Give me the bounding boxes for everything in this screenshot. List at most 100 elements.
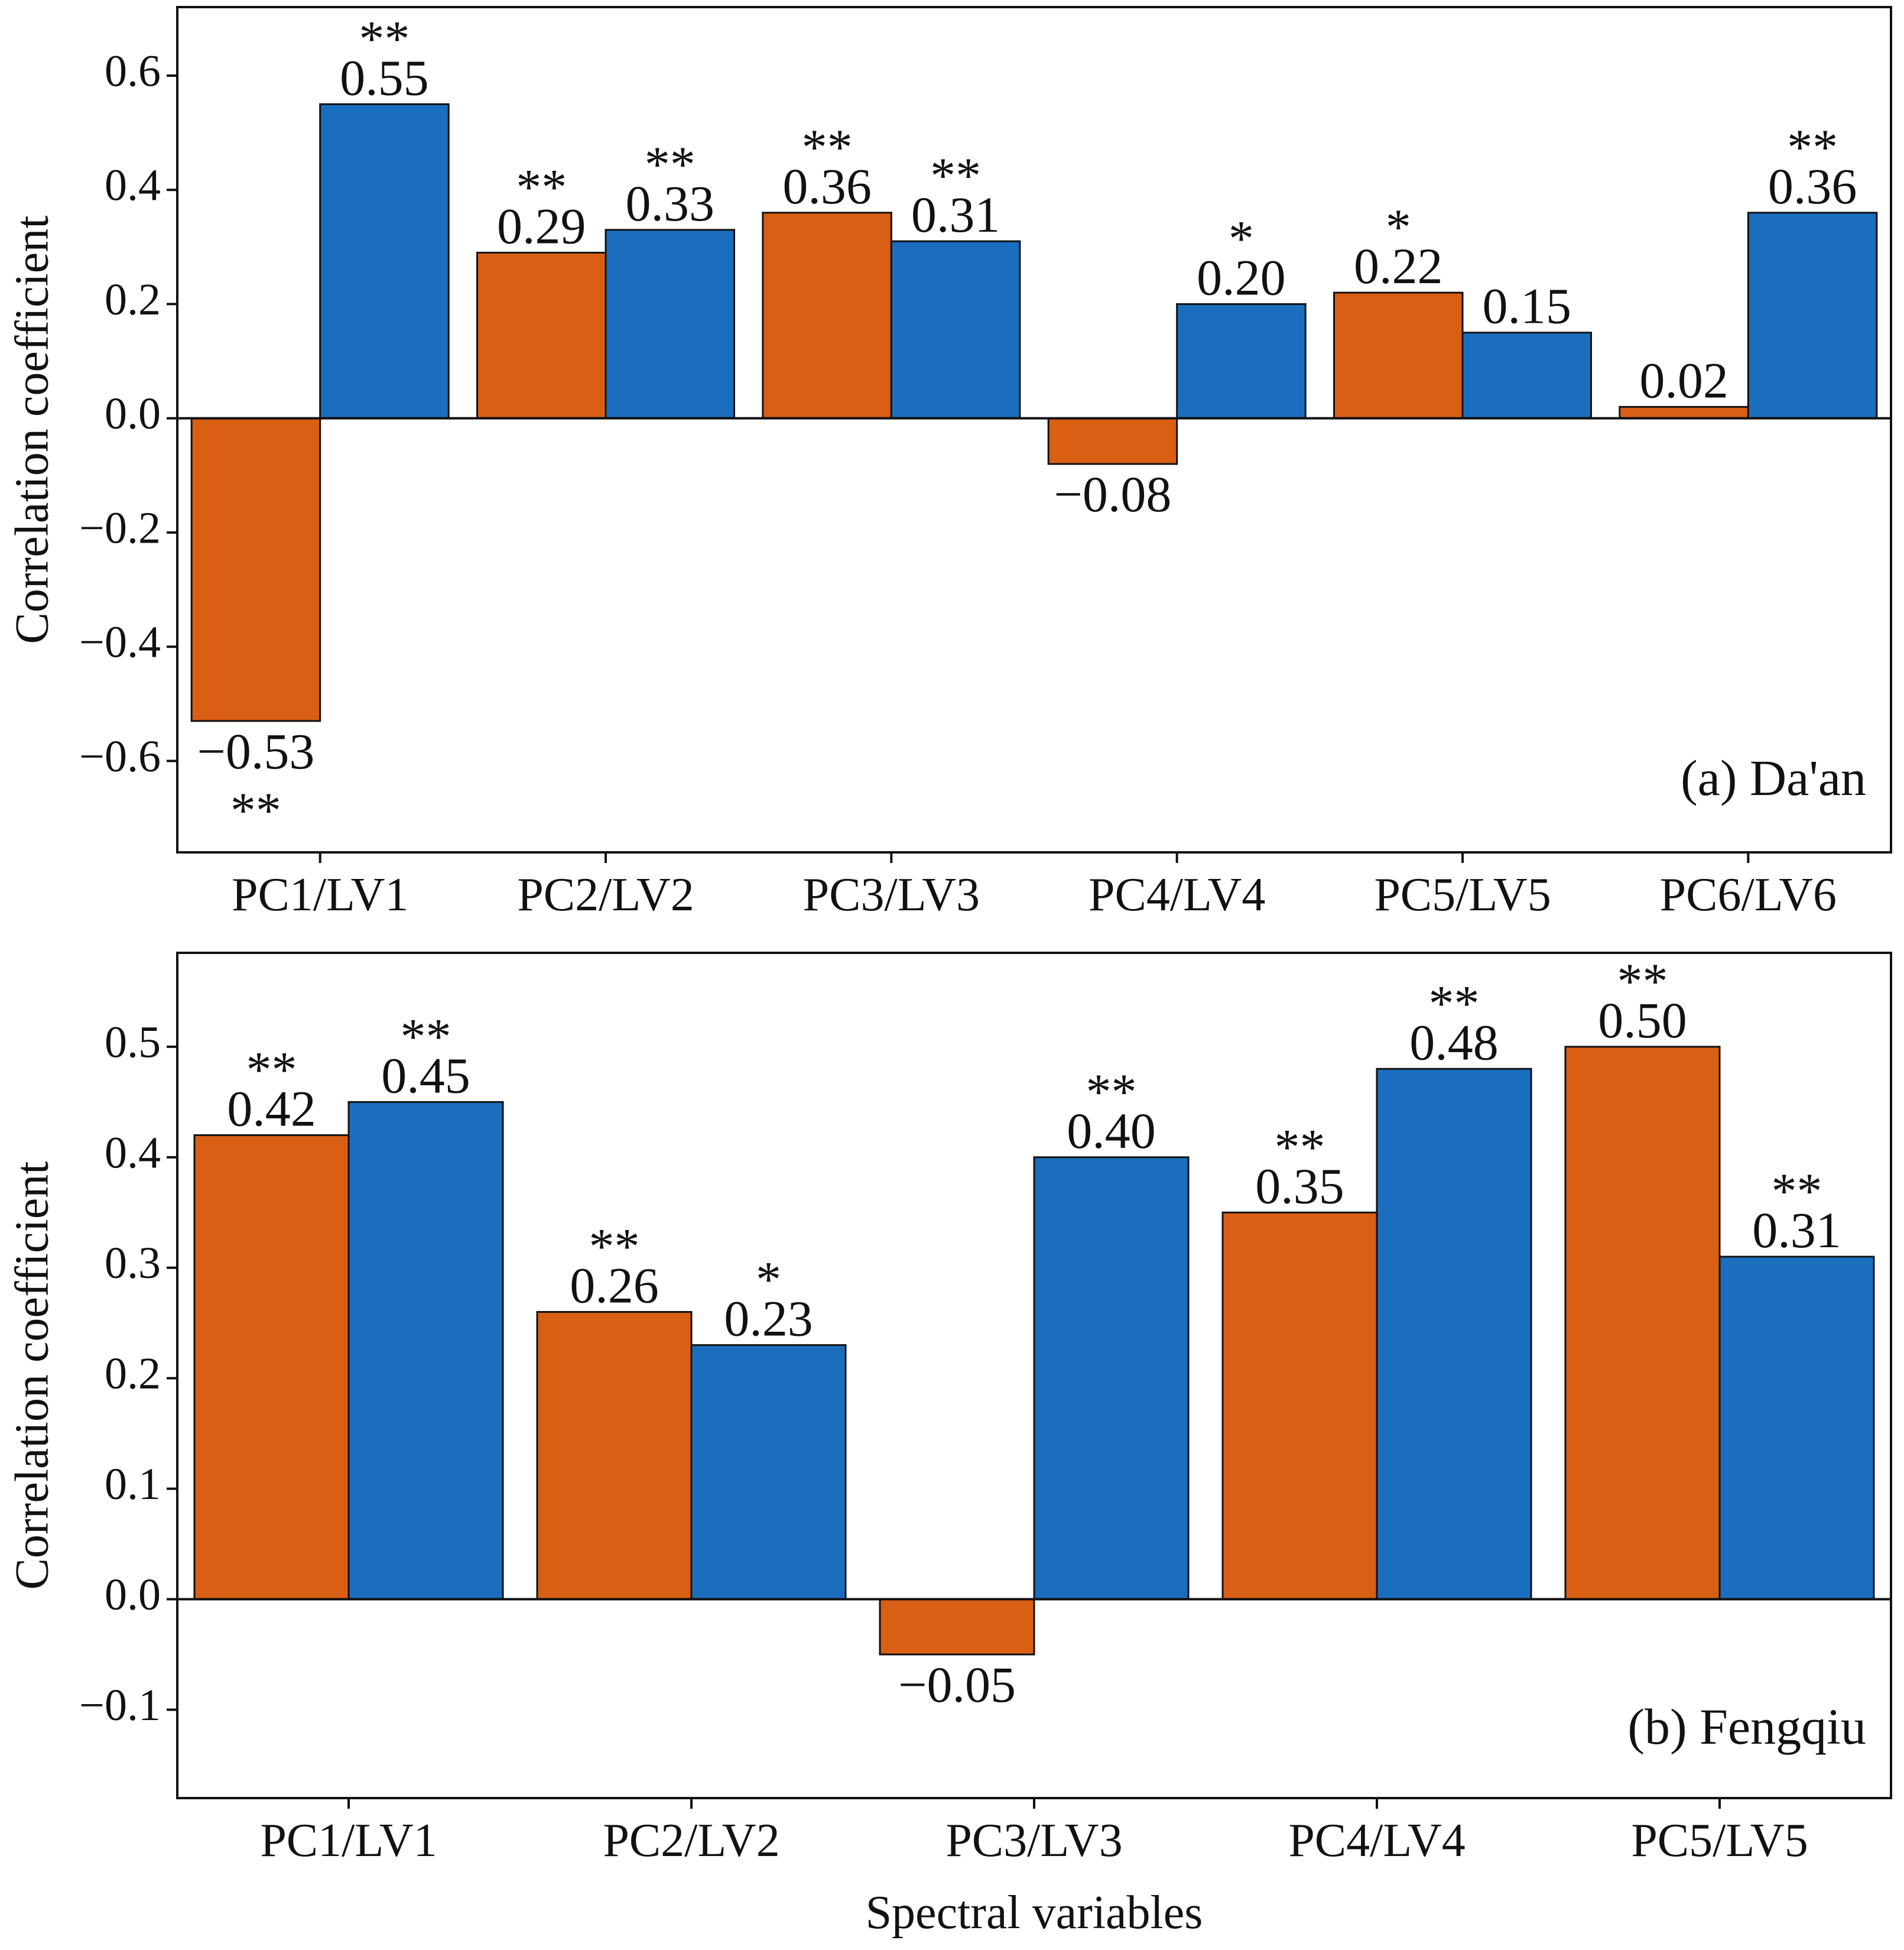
x-tick-label: PC1/LV1 — [260, 1815, 437, 1867]
data-label: 0.33 — [626, 175, 715, 232]
significance-marker: ** — [589, 1218, 640, 1275]
y-tick-label: 0.5 — [105, 1017, 161, 1067]
bar-lv-pc3-lv3 — [1033, 1156, 1190, 1601]
x-axis-labels-b: PC1/LV1 PC2/LV2 PC3/LV3 PC4/LV4 PC5/LV5 — [260, 1798, 1808, 1867]
x-axis-title: Spectral variables — [866, 1887, 1203, 1939]
bars-b — [177, 1046, 1891, 1656]
bar-lv-pc3-lv3 — [890, 240, 1021, 420]
x-tick-label: PC5/LV5 — [1374, 869, 1551, 921]
significance-marker: ** — [1275, 1118, 1325, 1175]
panel-a: Correlation coefficient (a) Da'an −0.6−0… — [6, 6, 1892, 921]
panel-label-b: (b) Fengqiu — [1627, 1698, 1866, 1755]
data-label: 0.40 — [1067, 1102, 1156, 1159]
data-label: 0.31 — [1752, 1202, 1841, 1258]
plot-frame-a — [176, 6, 1892, 854]
bar-pc-pc5-lv5 — [1564, 1046, 1721, 1601]
data-label: 0.31 — [911, 186, 1000, 243]
y-tick-label: 0.2 — [105, 1349, 161, 1399]
y-tick-label: 0.1 — [105, 1459, 161, 1509]
bar-pc-pc4-lv4 — [1221, 1211, 1378, 1601]
data-label: 0.26 — [570, 1257, 659, 1314]
significance-marker: * — [1386, 199, 1411, 255]
data-label: 0.45 — [381, 1047, 470, 1104]
x-tick-label: PC4/LV4 — [1089, 869, 1265, 921]
bar-pc-pc1-lv1 — [190, 417, 321, 722]
significance-marker: ** — [1787, 119, 1838, 176]
bar-pc-pc4-lv4 — [1047, 417, 1178, 465]
x-tick-label: PC3/LV3 — [945, 1815, 1122, 1867]
bar-lv-pc5-lv5 — [1718, 1255, 1875, 1601]
significance-marker: ** — [359, 10, 410, 67]
y-axis-ticks-b: −0.1 0.0 0.1 0.2 0.3 0.4 0.5 — [79, 1017, 177, 1730]
data-label: 0.23 — [724, 1290, 813, 1347]
y-axis-title-b: Correlation coefficient — [6, 1161, 58, 1590]
bar-pc-pc5-lv5 — [1333, 291, 1464, 420]
data-label: 0.48 — [1409, 1014, 1499, 1070]
y-tick-label: 0.3 — [105, 1238, 161, 1288]
significance-marker: ** — [930, 147, 981, 204]
y-tick-label: −0.4 — [79, 618, 161, 667]
x-tick-label: PC2/LV2 — [517, 869, 694, 921]
significance-marker: * — [756, 1251, 781, 1308]
x-axis-labels-a: PC1/LV1 PC2/LV2 PC3/LV3 PC4/LV4 PC5/LV5 PC6/L… — [232, 852, 1837, 921]
bar-lv-pc2-lv2 — [690, 1344, 847, 1601]
data-label: 0.29 — [497, 197, 586, 254]
y-tick-label: 0.0 — [105, 389, 161, 439]
bar-lv-pc1-lv1 — [347, 1101, 504, 1601]
significance-marker: ** — [1429, 975, 1480, 1031]
data-label: 0.22 — [1354, 238, 1443, 294]
y-tick-label: 0.2 — [105, 275, 161, 325]
significance-marker: * — [1229, 210, 1254, 267]
x-tick-label: PC2/LV2 — [603, 1815, 779, 1867]
significance-marker: ** — [401, 1008, 451, 1065]
bar-pc-pc3-lv3 — [879, 1598, 1035, 1656]
panel-b: Correlation coefficient (b) Fengqiu −0.1… — [6, 952, 1892, 1867]
bar-lv-pc4-lv4 — [1176, 303, 1307, 420]
y-tick-label: 0.6 — [105, 46, 161, 96]
y-tick-label: −0.2 — [79, 503, 161, 553]
significance-marker: ** — [516, 158, 567, 215]
bar-lv-pc4-lv4 — [1376, 1068, 1532, 1601]
data-label: 0.20 — [1197, 249, 1286, 306]
bar-lv-pc1-lv1 — [319, 103, 450, 420]
x-tick-label: PC4/LV4 — [1288, 1815, 1465, 1867]
data-label: 0.35 — [1255, 1157, 1344, 1214]
data-labels-b: 0.42**0.26**−0.050.35**0.50**0.45**0.23*… — [227, 953, 1841, 1713]
data-labels-a: −0.53**0.29** 0.36**−0.080.22*0.020.55**0… — [197, 10, 1857, 839]
data-label: 0.15 — [1483, 278, 1572, 335]
bars-a — [177, 103, 1891, 722]
y-tick-label: 0.4 — [105, 1128, 161, 1177]
significance-marker: ** — [246, 1041, 297, 1098]
data-label: −0.08 — [1054, 466, 1171, 523]
x-tick-label: PC1/LV1 — [232, 869, 408, 921]
data-label: 0.36 — [1768, 158, 1857, 215]
bar-lv-pc6-lv6 — [1747, 212, 1878, 420]
x-tick-label: PC6/LV6 — [1660, 869, 1837, 921]
data-label: 0.42 — [227, 1080, 316, 1137]
y-axis-ticks-a: −0.6 −0.4 −0.2 0.0 0.2 0.4 0.6 — [79, 46, 177, 781]
significance-marker: ** — [645, 136, 696, 193]
y-tick-label: −0.6 — [79, 732, 161, 781]
bar-pc-pc2-lv2 — [476, 251, 607, 420]
y-tick-label: 0.4 — [105, 161, 161, 210]
panel-label-a: (a) Da'an — [1681, 749, 1866, 806]
bar-lv-pc2-lv2 — [605, 229, 735, 420]
significance-marker: ** — [1617, 953, 1668, 1010]
x-tick-label: PC3/LV3 — [803, 869, 980, 921]
y-tick-label: 0.0 — [105, 1570, 161, 1620]
significance-marker: ** — [1086, 1063, 1137, 1120]
bar-pc-pc2-lv2 — [536, 1311, 693, 1601]
y-axis-title-a: Correlation coefficient — [6, 216, 58, 644]
bar-pc-pc1-lv1 — [193, 1134, 350, 1601]
x-tick-label: PC5/LV5 — [1631, 1815, 1808, 1867]
data-label: −0.05 — [898, 1656, 1016, 1713]
data-label: 0.36 — [782, 158, 872, 215]
bar-pc-pc3-lv3 — [762, 212, 892, 420]
data-label: 0.50 — [1598, 992, 1687, 1049]
bar-lv-pc5-lv5 — [1461, 332, 1592, 420]
significance-marker: ** — [802, 119, 853, 176]
data-label: −0.53 — [197, 723, 314, 780]
y-tick-label: −0.1 — [79, 1680, 161, 1730]
significance-marker: ** — [1772, 1163, 1822, 1219]
